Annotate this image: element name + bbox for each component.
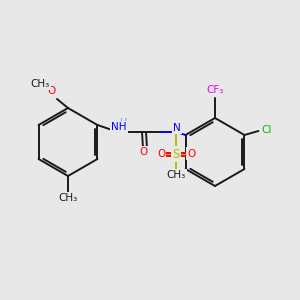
Text: CH₃: CH₃ [167, 170, 186, 180]
Text: NH: NH [111, 123, 127, 133]
Text: O: O [48, 86, 56, 96]
Text: O: O [187, 148, 195, 158]
Text: O: O [187, 149, 195, 159]
Text: CH₃: CH₃ [30, 79, 50, 89]
Text: O: O [140, 147, 148, 157]
Text: NH: NH [111, 122, 127, 132]
Text: O: O [157, 149, 165, 159]
Text: S: S [172, 148, 180, 160]
Text: N: N [173, 123, 181, 133]
Text: O: O [140, 147, 148, 157]
Text: N: N [173, 123, 181, 133]
Text: O: O [157, 148, 165, 158]
Text: H: H [120, 118, 128, 128]
Text: S: S [172, 149, 180, 159]
Text: Cl: Cl [261, 125, 272, 135]
Text: CH₃: CH₃ [58, 193, 78, 203]
Text: CF₃: CF₃ [206, 85, 224, 95]
